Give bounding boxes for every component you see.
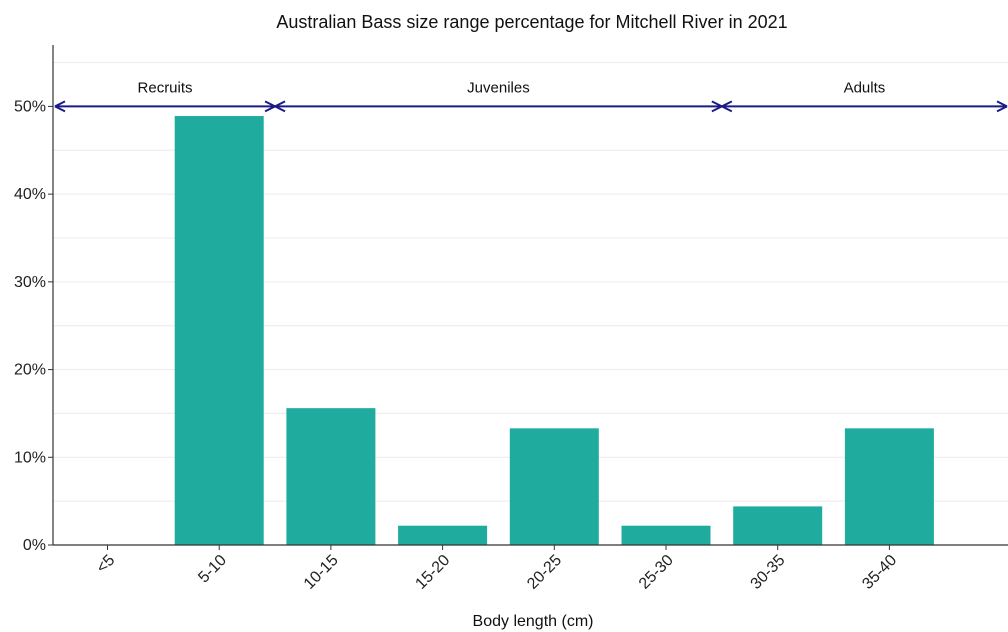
x-tick-label: 30-35 [748, 552, 789, 593]
x-tick-label: 15-20 [412, 552, 453, 593]
y-tick-label: 50% [14, 98, 46, 115]
bar-10-15 [286, 408, 376, 545]
y-tick-label: 0% [23, 537, 46, 554]
bar-30-35 [733, 506, 823, 545]
x-tick-label: 25-30 [636, 552, 677, 593]
stage-adults: Adults [721, 79, 1008, 113]
stage-recruits: Recruits [54, 79, 276, 113]
stage-label: Juveniles [467, 79, 530, 96]
stage-label: Recruits [138, 79, 193, 96]
x-tick-label: 20-25 [524, 552, 565, 593]
y-tick-label: 30% [14, 274, 46, 291]
bar-20-25 [509, 428, 599, 545]
life-stage-annotations: Recruits Juveniles Adults [54, 79, 1008, 113]
arrowhead [721, 100, 733, 113]
stage-juveniles: Juveniles [274, 79, 723, 113]
y-tick-label: 40% [14, 186, 46, 203]
bars-group [174, 116, 934, 545]
chart-title: Australian Bass size range percentage fo… [276, 12, 787, 32]
arrowhead [711, 100, 723, 113]
y-tick-label: 20% [14, 362, 46, 379]
bar-35-40 [844, 428, 934, 545]
x-tick-labels: <5 5-10 10-15 15-20 20-25 25-30 30-35 35-40 [93, 545, 900, 593]
axes-group [52, 45, 1008, 546]
arrowhead [274, 100, 286, 113]
x-axis-title: Body length (cm) [473, 613, 594, 630]
bar-15-20 [398, 525, 488, 545]
arrowhead [54, 100, 66, 113]
x-tick-label: 35-40 [859, 552, 900, 593]
bar-25-30 [621, 525, 711, 545]
bar-5-10 [174, 116, 264, 545]
stage-label: Adults [844, 79, 886, 96]
x-tick-label: 5-10 [195, 552, 230, 587]
arrowhead [264, 100, 276, 113]
y-tick-labels: 0% 10% 20% 30% 40% 50% [14, 98, 53, 554]
x-tick-label: <5 [93, 552, 118, 577]
y-tick-label: 10% [14, 449, 46, 466]
x-tick-label: 10-15 [301, 552, 342, 593]
arrowhead [996, 100, 1008, 113]
